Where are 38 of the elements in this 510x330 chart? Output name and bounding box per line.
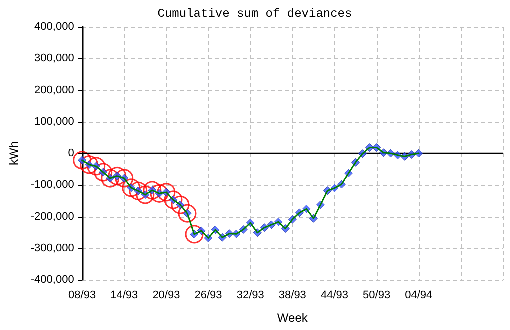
y-tick-label: 0 (68, 148, 74, 160)
x-tick-label: 20/93 (152, 290, 180, 302)
point (94, 163, 113, 182)
x-tick-label: 44/93 (320, 290, 348, 302)
point (171, 196, 190, 214)
point (115, 169, 134, 188)
y-tick-label: 200,000 (34, 84, 74, 96)
point (73, 151, 92, 170)
y-tick-label: -100,000 (30, 179, 74, 192)
x-tick-label: 50/93 (363, 290, 391, 302)
point (87, 157, 106, 176)
point (143, 181, 162, 200)
point (136, 186, 155, 204)
x-axis-title: Week (277, 311, 309, 325)
y-tick-label: 300,000 (34, 52, 74, 65)
x-tick-label: 26/93 (194, 290, 222, 302)
point (150, 184, 169, 203)
y-tick-label: -400,000 (30, 274, 74, 286)
point (108, 167, 127, 186)
point (185, 225, 204, 244)
y-axis-title: kWh (7, 142, 21, 166)
y-tick-label: 100,000 (34, 116, 74, 128)
x-tick-label: 08/93 (68, 290, 96, 302)
y-tick-label: -300,000 (30, 242, 74, 254)
point (164, 190, 183, 210)
x-tick-label: 32/93 (236, 290, 264, 302)
point (129, 182, 148, 200)
point (101, 169, 120, 188)
point (122, 178, 141, 198)
x-tick-label: 04/94 (405, 290, 433, 302)
point (157, 183, 176, 202)
y-tick-label: 400,000 (34, 21, 74, 33)
point (178, 204, 197, 223)
x-tick-label: 38/93 (278, 290, 306, 302)
point (80, 156, 99, 174)
chart-title: Cumulative sum of deviances (158, 7, 352, 21)
x-tick-label: 14/93 (110, 290, 138, 302)
y-tick-label: -200,000 (30, 210, 74, 223)
